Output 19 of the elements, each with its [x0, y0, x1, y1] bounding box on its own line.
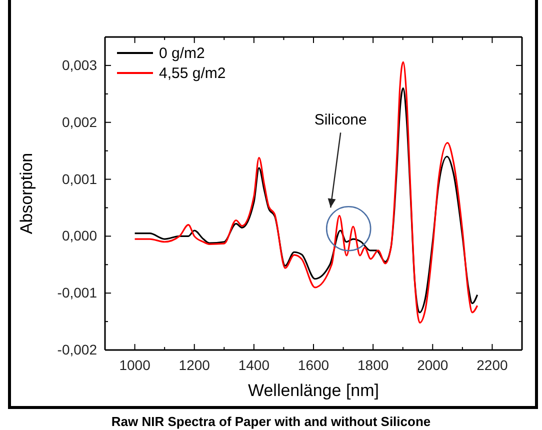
x-tick-label: 1400	[238, 356, 270, 373]
y-tick-label: 0,001	[62, 170, 98, 187]
y-tick-label: 0,003	[62, 56, 98, 73]
annotation: Silicone	[314, 112, 367, 129]
y-tick-label: 0,002	[62, 114, 98, 130]
legend-label: 0 g/m2	[159, 45, 205, 62]
y-tick-label: 0,000	[62, 228, 98, 244]
y-axis-title: Absorption	[17, 152, 36, 234]
x-tick-label: 1800	[357, 356, 389, 373]
x-tick-label: 1600	[298, 356, 330, 373]
x-tick-label: 2200	[476, 356, 508, 373]
x-tick-label: 2000	[417, 356, 448, 373]
x-tick-label: 1000	[119, 356, 151, 373]
legend-label: 4,55 g/m2	[159, 65, 226, 82]
x-axis-title: Wellenlänge [nm]	[248, 381, 380, 400]
y-tick-label: -0,002	[57, 341, 98, 358]
x-tick-label: 1200	[178, 356, 210, 373]
y-tick-label: -0,001	[57, 284, 98, 301]
text: Raw NIR Spectra of Paper with and without Silicone	[111, 414, 431, 429]
